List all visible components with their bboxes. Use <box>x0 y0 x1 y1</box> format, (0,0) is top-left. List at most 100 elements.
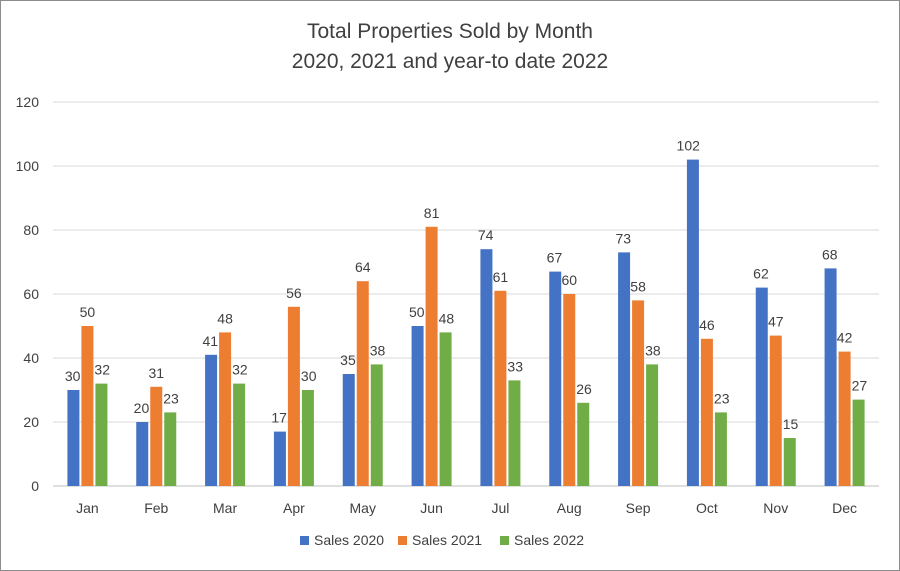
data-label: 62 <box>753 266 769 282</box>
data-label: 60 <box>561 272 577 288</box>
bar <box>425 226 438 487</box>
bar <box>342 374 355 486</box>
y-tick-label: 120 <box>16 94 40 110</box>
bar <box>233 383 246 486</box>
chart-title-block: Total Properties Sold by Month 2020, 202… <box>1 17 899 77</box>
data-label: 81 <box>424 205 440 221</box>
data-label: 48 <box>217 310 233 326</box>
chart-subtitle: 2020, 2021 and year-to date 2022 <box>291 50 609 73</box>
data-label: 41 <box>203 333 219 349</box>
data-label: 73 <box>616 230 632 246</box>
bar <box>549 271 562 486</box>
data-label: 32 <box>94 362 110 378</box>
data-label: 58 <box>630 278 646 294</box>
bar <box>824 268 837 486</box>
data-label: 30 <box>65 368 81 384</box>
data-label: 38 <box>370 342 386 358</box>
x-tick-label: Jul <box>491 500 509 516</box>
y-tick-label: 60 <box>23 286 39 302</box>
x-tick-label: Aug <box>557 500 582 516</box>
bar <box>563 294 576 486</box>
x-tick-label: Nov <box>763 500 788 516</box>
data-label: 26 <box>576 381 592 397</box>
data-label: 33 <box>507 358 523 374</box>
data-label: 48 <box>439 310 455 326</box>
bar <box>95 383 108 486</box>
data-label: 20 <box>134 400 150 416</box>
data-label: 47 <box>768 314 784 330</box>
y-tick-label: 0 <box>31 478 39 494</box>
bar <box>700 338 713 486</box>
x-tick-label: Apr <box>283 500 305 516</box>
data-label: 102 <box>677 138 701 154</box>
x-tick-label: Oct <box>696 500 718 516</box>
bar <box>273 431 286 486</box>
x-tick-label: Feb <box>144 500 168 516</box>
x-tick-label: Sep <box>626 500 651 516</box>
y-tick-label: 20 <box>23 414 39 430</box>
bar <box>150 386 163 486</box>
bar <box>81 326 94 486</box>
bar <box>164 412 177 486</box>
data-label: 32 <box>232 362 248 378</box>
bar <box>755 287 768 486</box>
bar <box>136 422 149 486</box>
bar <box>439 332 452 486</box>
y-tick-label: 40 <box>23 350 39 366</box>
x-tick-label: Mar <box>213 500 237 516</box>
data-label: 17 <box>271 410 287 426</box>
bar <box>67 390 80 486</box>
bar <box>632 300 645 486</box>
bar <box>219 332 232 486</box>
data-label: 42 <box>837 330 853 346</box>
data-label: 64 <box>355 259 371 275</box>
data-label: 30 <box>301 368 317 384</box>
bar <box>686 159 699 486</box>
bar <box>301 390 314 486</box>
bar <box>205 354 218 486</box>
data-label: 23 <box>714 390 730 406</box>
bar <box>480 249 493 486</box>
bar <box>577 402 590 486</box>
bar <box>769 335 782 486</box>
legend-label: Sales 2020 <box>314 532 384 548</box>
x-tick-label: Dec <box>832 500 857 516</box>
data-label: 46 <box>699 317 715 333</box>
legend-swatch <box>398 536 407 545</box>
bar <box>618 252 631 486</box>
data-label: 74 <box>478 227 494 243</box>
bar <box>370 364 383 486</box>
bar <box>783 438 796 486</box>
legend-label: Sales 2021 <box>412 532 482 548</box>
bar <box>838 351 851 486</box>
data-label: 50 <box>409 304 425 320</box>
data-label: 67 <box>547 250 563 266</box>
bar <box>508 380 521 486</box>
bar <box>287 306 300 486</box>
data-label: 31 <box>148 365 164 381</box>
x-tick-label: May <box>350 500 376 516</box>
y-tick-label: 100 <box>16 158 40 174</box>
data-label: 68 <box>822 246 838 262</box>
x-tick-label: Jun <box>420 500 443 516</box>
legend-label: Sales 2022 <box>514 532 584 548</box>
x-tick-label: Jan <box>76 500 99 516</box>
bar <box>852 399 865 486</box>
data-label: 56 <box>286 285 302 301</box>
data-label: 15 <box>783 416 799 432</box>
chart-title: Total Properties Sold by Month <box>307 20 593 43</box>
bar <box>411 326 424 486</box>
bar <box>646 364 659 486</box>
data-label: 35 <box>340 352 356 368</box>
legend-swatch <box>300 536 309 545</box>
data-label: 50 <box>80 304 96 320</box>
y-tick-label: 80 <box>23 222 39 238</box>
bar <box>356 281 369 486</box>
data-label: 23 <box>163 390 179 406</box>
legend-swatch <box>500 536 509 545</box>
bar <box>494 290 507 486</box>
data-label: 27 <box>852 378 868 394</box>
bar <box>714 412 727 486</box>
